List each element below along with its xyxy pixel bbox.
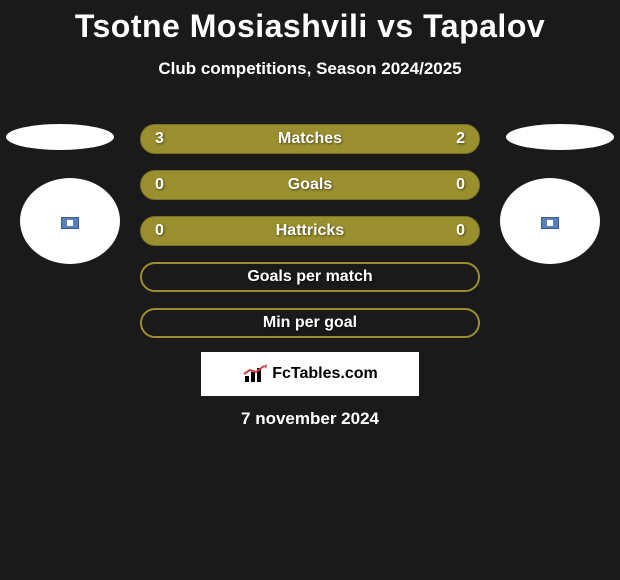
brand-box[interactable]: FcTables.com — [201, 352, 419, 396]
brand-text: FcTables.com — [272, 365, 378, 383]
stat-hattricks-left: 0 — [155, 222, 164, 240]
player-left-ellipse — [6, 124, 114, 150]
stat-row-hattricks: 0 Hattricks 0 — [140, 216, 480, 246]
stat-row-min-per-goal: Min per goal — [140, 308, 480, 338]
stat-gpm-label: Goals per match — [247, 268, 372, 286]
stat-hattricks-label: Hattricks — [276, 222, 344, 240]
player-right-ellipse — [506, 124, 614, 150]
stat-hattricks-right: 0 — [456, 222, 465, 240]
brand-chart-icon — [242, 364, 268, 384]
page-subtitle: Club competitions, Season 2024/2025 — [0, 59, 620, 79]
stat-row-goals: 0 Goals 0 — [140, 170, 480, 200]
stat-row-goals-per-match: Goals per match — [140, 262, 480, 292]
club-left-circle — [20, 178, 120, 264]
stats-container: 3 Matches 2 0 Goals 0 0 Hattricks 0 Goal… — [140, 124, 480, 354]
club-left-badge-icon — [61, 217, 79, 229]
stat-goals-label: Goals — [288, 176, 332, 194]
stat-matches-left: 3 — [155, 130, 164, 148]
page-title: Tsotne Mosiashvili vs Tapalov — [0, 0, 620, 45]
club-right-circle — [500, 178, 600, 264]
stat-matches-label: Matches — [278, 130, 342, 148]
stat-goals-right: 0 — [456, 176, 465, 194]
brand-logo: FcTables.com — [242, 364, 378, 384]
club-right-badge-icon — [541, 217, 559, 229]
stat-row-matches: 3 Matches 2 — [140, 124, 480, 154]
stat-matches-right: 2 — [456, 130, 465, 148]
date-label: 7 november 2024 — [0, 409, 620, 429]
stat-goals-left: 0 — [155, 176, 164, 194]
stat-mpg-label: Min per goal — [263, 314, 357, 332]
